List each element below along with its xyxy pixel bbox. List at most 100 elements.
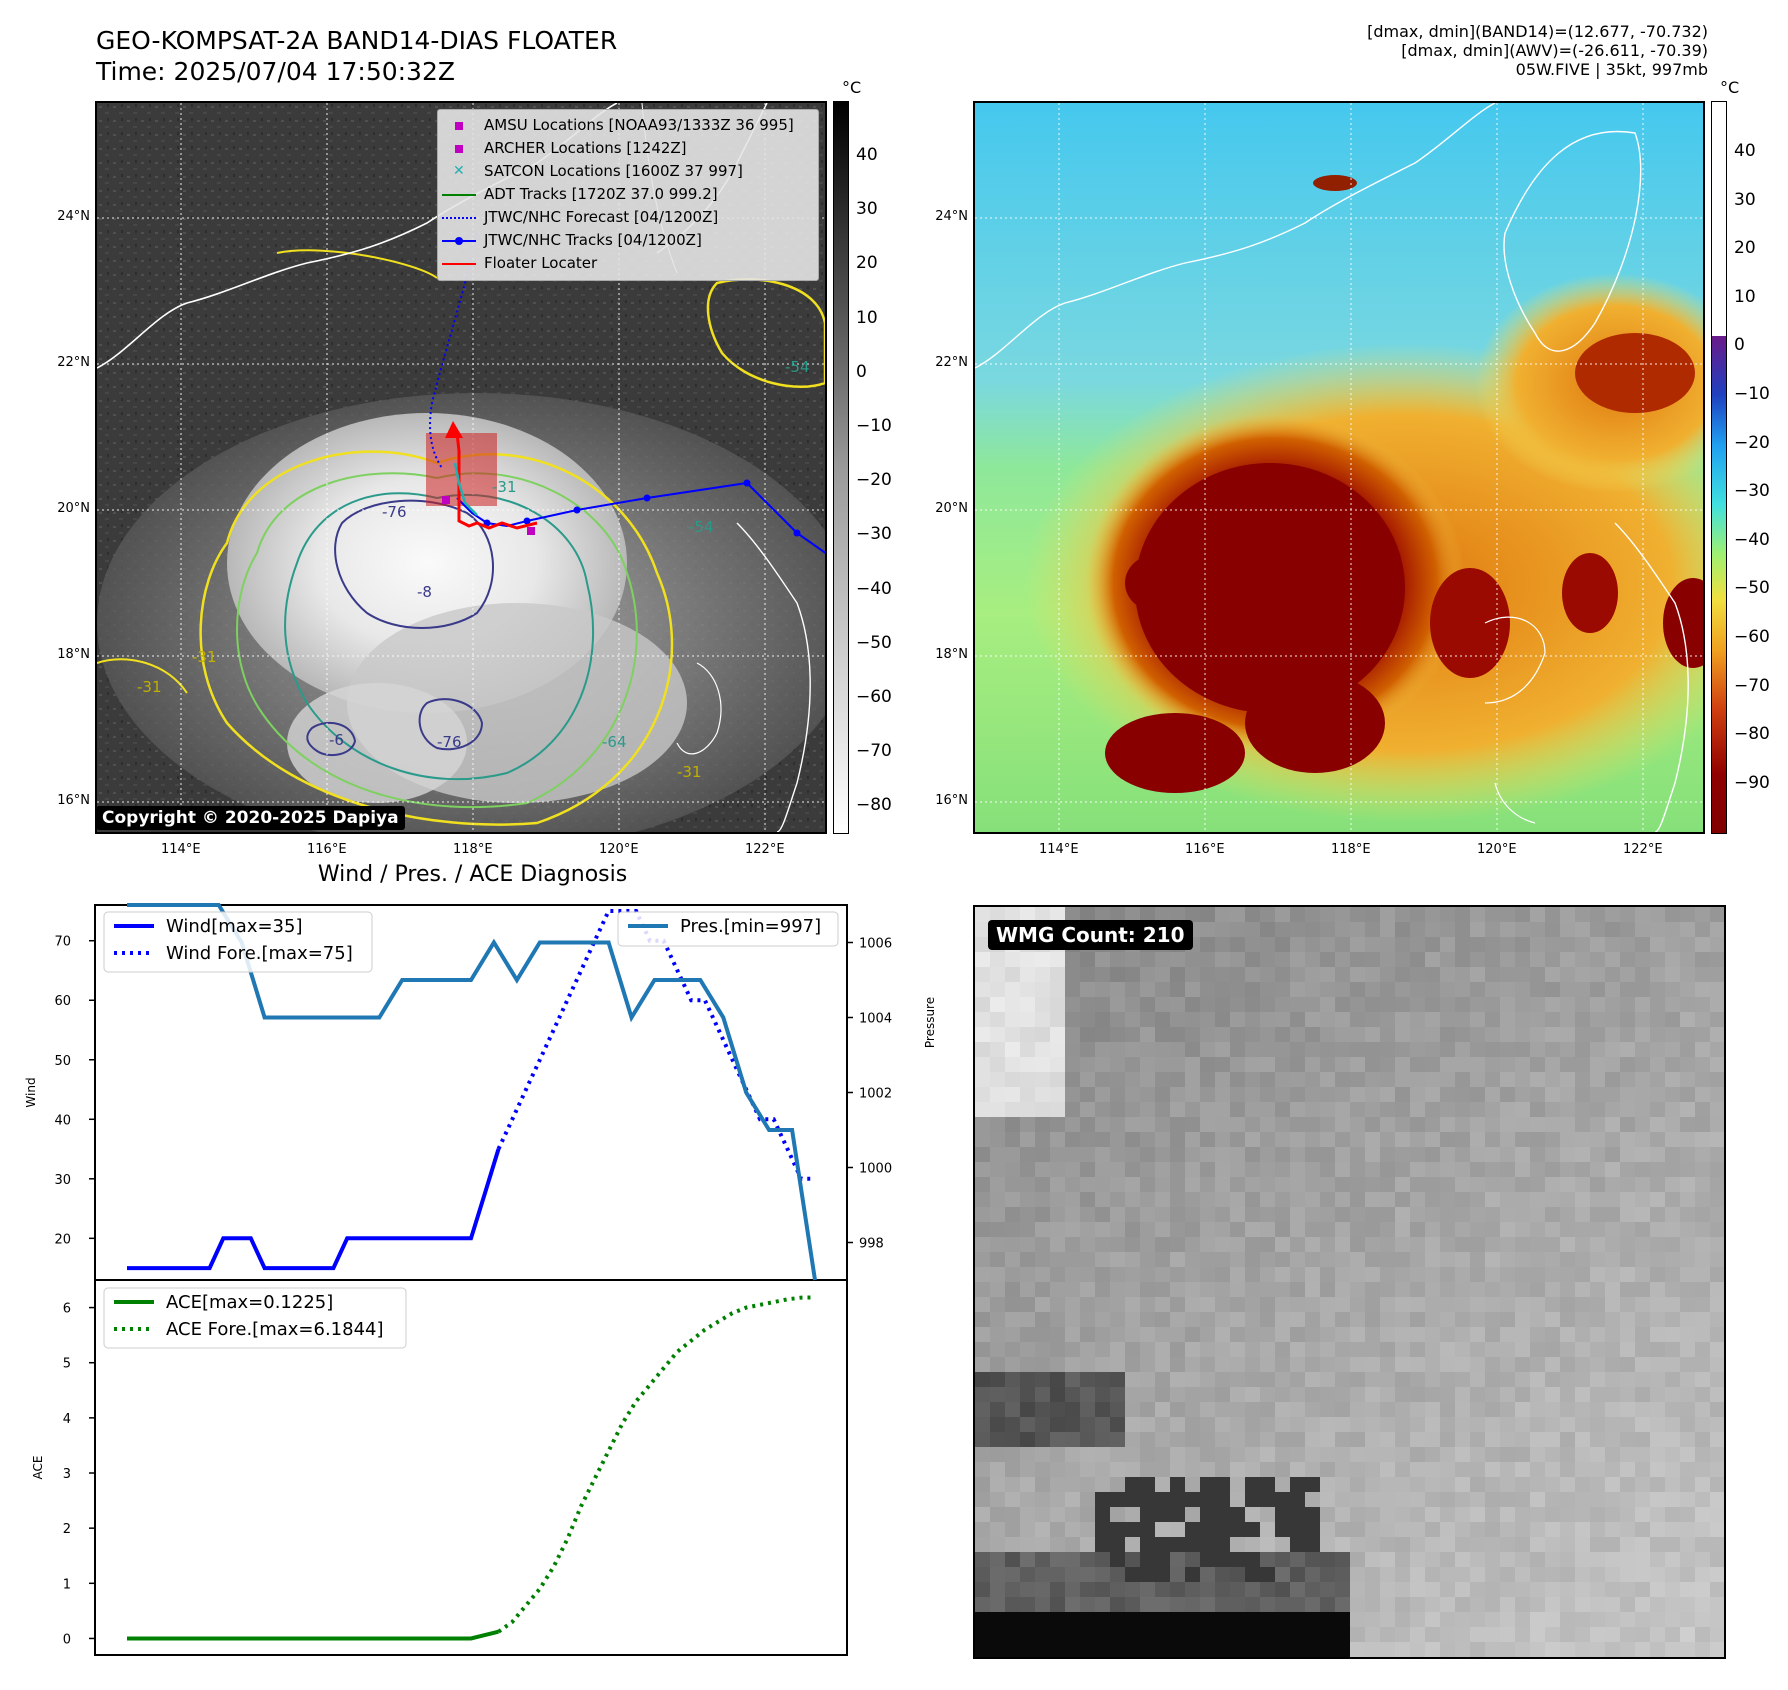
legend-marker [442,144,476,154]
wmg-count-badge: WMG Count: 210 [988,920,1193,950]
colorbar-tick: −70 [856,741,892,762]
diagnosis-chart: 20 30 40 50 60 70 998 1000 1002 1004 1006 0 1 2 3 4 5 6 Wi… [24,903,937,1656]
lat-label: 20°N [57,501,90,516]
ace-series-line [127,1629,499,1641]
ir-lat-labels: 24°N 22°N 20°N 18°N 16°N [40,101,90,834]
chart-legend-label: ACE[max=0.1225] [166,1292,333,1313]
awv-lon-labels: 114°E 116°E 118°E 120°E 122°E [973,842,1705,862]
ir-contour-labels: -76 -76 -8 -31 -54 -54 -31 -31 -6 -64 -3… [97,103,825,832]
colorbar-tick: −60 [1734,627,1770,647]
colorbar-tick: −90 [1734,772,1770,793]
ace-tick-label: 2 [63,1522,71,1537]
legend-entry: JTWC/NHC Tracks [04/1200Z] [442,229,702,251]
colorbar-tick: 40 [856,145,878,165]
contour-label: -54 [785,358,810,376]
wind-tick-label: 20 [54,1232,71,1247]
pressure-axis-label: Pressure [923,997,937,1048]
ace-axis-label: ACE [31,1456,45,1480]
colorbar-tick: −40 [1734,529,1770,550]
lat-label: 16°N [57,793,90,808]
colorbar-tick: −10 [856,416,892,436]
wmg-image [975,907,1724,1657]
wind-series-line [127,1148,501,1271]
lat-label: 18°N [935,647,968,662]
legend-marker [442,213,476,223]
legend-label: ADT Tracks [1720Z 37.0 999.2] [484,185,718,203]
legend-label: ARCHER Locations [1242Z] [484,139,687,157]
lat-label: 16°N [935,793,968,808]
chart-legend-label: Wind[max=35] [166,916,303,937]
pressure-tick-label: 1004 [859,1012,892,1027]
ir-colorbar-ticks: 40 30 20 10 0 −10 −20 −30 −40 −50 −60 −70 −80 [856,101,916,834]
colorbar-tick: −30 [856,524,892,545]
wind-tick-label: 50 [54,1054,71,1069]
legend-label: JTWC/NHC Tracks [04/1200Z] [484,231,702,249]
info-line-band14: [dmax, dmin](BAND14)=(12.677, -70.732) [1367,22,1708,41]
legend-entry: JTWC/NHC Forecast [04/1200Z] [442,206,718,228]
info-line-storm: 05W.FIVE | 35kt, 997mb [1515,60,1708,79]
colorbar-tick: −20 [856,470,892,491]
lon-label: 114°E [161,842,201,857]
lon-label: 120°E [1477,842,1517,857]
copyright-badge: Copyright © 2020-2025 Dapiya [96,806,405,830]
lat-label: 24°N [57,209,90,224]
chart-legend-label: Pres.[min=997] [680,916,821,937]
ace-tick-label: 6 [63,1302,71,1317]
lon-label: 114°E [1039,842,1079,857]
ir-colorbar [833,101,849,834]
wmg-panel [973,905,1726,1659]
lon-label: 120°E [599,842,639,857]
legend-entry: AMSU Locations [NOAA93/1333Z 36 995] [442,114,794,136]
colorbar-tick: 0 [856,361,867,382]
colorbar-tick: 10 [856,307,878,328]
awv-map-svg [975,103,1703,832]
colorbar-tick: 0 [1734,335,1745,356]
lat-label: 24°N [935,209,968,224]
lon-label: 118°E [1331,842,1371,857]
ace-axes-frame [94,1279,848,1656]
floater-track [455,432,538,530]
figure-title: GEO-KOMPSAT-2A BAND14-DIAS FLOATER [96,26,618,55]
figure-time: Time: 2025/07/04 17:50:32Z [96,57,455,86]
pressure-tick-label: 998 [859,1237,884,1252]
legend-entry: ADT Tracks [1720Z 37.0 999.2] [442,183,718,205]
lon-label: 116°E [307,842,347,857]
colorbar-tick: 20 [856,253,878,274]
pressure-tick-label: 1002 [859,1087,892,1102]
legend-entry: ARCHER Locations [1242Z] [442,137,687,159]
colorbar-tick: −50 [856,632,892,653]
ace-forecast-line [497,1295,816,1634]
ir-legend: AMSU Locations [NOAA93/1333Z 36 995] ARCH… [437,109,819,281]
chart-legend-label: ACE Fore.[max=6.1844] [166,1319,384,1340]
colorbar-tick: −70 [1734,675,1770,696]
legend-marker [442,236,476,246]
ace-legend: ACE[max=0.1225] ACE Fore.[max=6.1844] [103,1287,407,1349]
contour-label: -31 [677,763,702,781]
contour-label: -31 [492,478,517,496]
lon-label: 116°E [1185,842,1225,857]
colorbar-tick: 10 [1734,286,1756,307]
wind-legend: Wind[max=35] Wind Fore.[max=75] [103,911,373,973]
wind-forecast-line [496,909,815,1181]
ace-tick-label: 5 [63,1357,71,1372]
contour-label: -31 [192,648,217,666]
legend-label: JTWC/NHC Forecast [04/1200Z] [484,208,719,226]
awv-lat-labels: 24°N 22°N 20°N 18°N 16°N [918,101,968,834]
colorbar-tick: 30 [1734,189,1756,210]
wind-tick-label: 70 [54,935,71,950]
contour-label: -6 [329,731,344,749]
legend-marker [442,190,476,200]
contour-label: -8 [417,583,432,601]
legend-label: Floater Locater [484,254,598,272]
contour-label: -76 [382,503,407,521]
lat-label: 18°N [57,647,90,662]
legend-entry: ✕ SATCON Locations [1600Z 37 997] [442,160,743,182]
lon-label: 118°E [453,842,493,857]
colorbar-tick: 40 [1734,141,1756,161]
wind-tick-label: 60 [54,994,71,1009]
awv-map [973,101,1705,834]
colorbar-tick: 20 [1734,238,1756,259]
colorbar-tick: −40 [856,578,892,599]
lat-label: 20°N [935,501,968,516]
legend-label: SATCON Locations [1600Z 37 997] [484,162,743,180]
